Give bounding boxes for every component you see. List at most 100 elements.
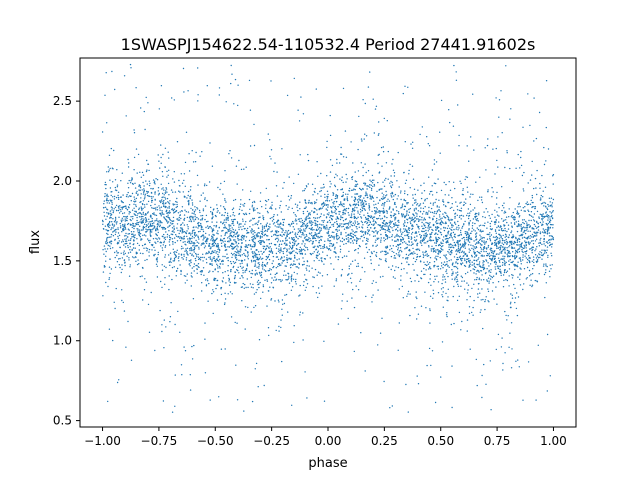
data-point: [120, 210, 122, 212]
data-point: [273, 234, 275, 236]
data-point: [416, 255, 419, 258]
data-point: [469, 232, 472, 235]
data-point: [193, 248, 196, 251]
data-point: [508, 208, 510, 210]
data-point: [161, 222, 163, 224]
data-point: [534, 279, 536, 282]
data-point: [399, 243, 401, 245]
data-point: [254, 261, 257, 263]
data-point: [129, 242, 131, 244]
data-point: [543, 240, 545, 243]
data-point: [387, 178, 389, 180]
data-point: [423, 223, 425, 225]
data-point: [272, 223, 275, 225]
data-point: [299, 311, 301, 313]
data-point: [512, 234, 514, 236]
data-point: [434, 278, 436, 280]
data-point: [460, 275, 462, 277]
data-point: [211, 217, 213, 219]
data-point: [495, 235, 498, 238]
data-point: [232, 211, 235, 214]
data-point: [258, 264, 261, 266]
data-point: [159, 220, 161, 222]
data-point: [444, 234, 447, 237]
data-point: [263, 225, 266, 228]
data-point: [228, 280, 230, 282]
data-point: [196, 268, 198, 271]
data-point: [199, 259, 202, 261]
data-point: [368, 203, 370, 205]
data-point: [442, 291, 444, 293]
data-point: [439, 216, 441, 218]
data-point: [435, 251, 437, 253]
data-point: [193, 211, 195, 213]
data-point: [376, 233, 378, 235]
data-point: [402, 92, 404, 95]
data-point: [493, 255, 495, 258]
data-point: [466, 231, 468, 233]
data-point: [254, 241, 256, 244]
data-point: [126, 215, 129, 218]
data-point: [381, 217, 384, 220]
data-point: [415, 201, 417, 203]
data-point: [517, 224, 520, 226]
data-point: [346, 178, 348, 180]
data-point: [201, 151, 203, 153]
data-point: [452, 246, 454, 248]
data-point: [268, 243, 271, 245]
data-point: [360, 217, 363, 219]
data-point: [534, 240, 537, 242]
data-point: [504, 255, 506, 258]
data-point: [362, 188, 364, 190]
data-point: [202, 234, 204, 236]
data-point: [201, 290, 203, 292]
data-point: [179, 211, 181, 213]
data-point: [350, 224, 352, 226]
data-point: [371, 179, 374, 181]
data-point: [488, 255, 491, 258]
data-point: [108, 226, 110, 229]
data-point: [202, 192, 204, 194]
data-point: [161, 196, 163, 199]
data-point: [170, 189, 173, 191]
data-point: [489, 240, 492, 242]
data-point: [454, 187, 456, 190]
data-point: [259, 273, 261, 275]
data-point: [363, 202, 365, 204]
data-point: [224, 233, 226, 235]
data-point: [258, 251, 260, 253]
data-point: [497, 247, 499, 249]
data-point: [309, 233, 311, 235]
data-point: [222, 272, 224, 274]
data-point: [118, 207, 120, 209]
data-point: [539, 187, 541, 189]
data-point: [407, 411, 409, 413]
data-point: [401, 237, 404, 239]
data-point: [192, 226, 194, 229]
data-point: [319, 272, 321, 274]
data-point: [425, 250, 427, 253]
data-point: [285, 240, 287, 242]
data-point: [431, 190, 433, 193]
data-point: [183, 173, 186, 175]
data-point: [317, 228, 320, 230]
data-point: [449, 121, 451, 124]
data-point: [494, 173, 496, 175]
data-point: [491, 276, 494, 279]
data-point: [545, 252, 548, 254]
data-point: [314, 219, 316, 222]
data-point: [316, 251, 319, 254]
data-point: [233, 246, 236, 248]
data-point: [162, 187, 164, 189]
data-point: [382, 181, 384, 183]
data-point: [535, 399, 537, 401]
data-point: [485, 250, 487, 253]
data-point: [460, 257, 462, 260]
data-point: [397, 249, 399, 251]
data-point: [542, 253, 545, 255]
data-point: [412, 204, 414, 206]
data-point: [327, 238, 329, 240]
data-point: [503, 271, 506, 274]
data-point: [185, 249, 187, 252]
data-point: [160, 200, 162, 202]
